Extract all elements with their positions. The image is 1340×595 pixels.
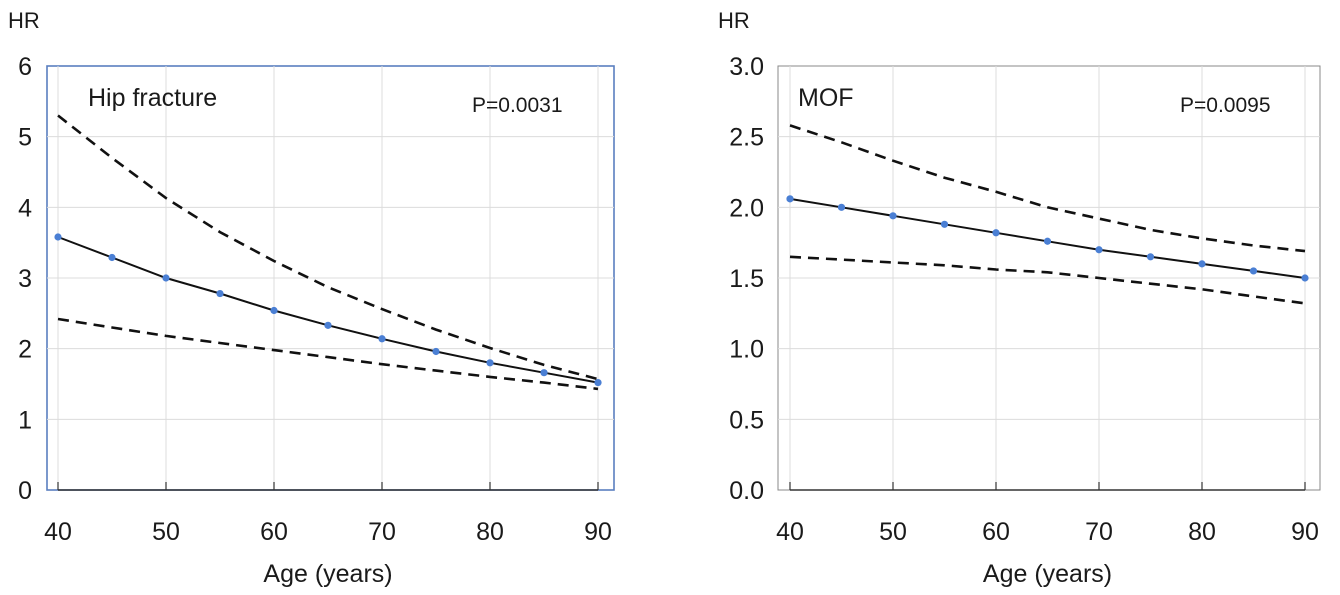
x-tick-label: 60 [982, 518, 1010, 546]
y-tick-label: 0 [18, 477, 32, 505]
x-axis-label: Age (years) [263, 560, 392, 588]
x-axis-label: Age (years) [983, 560, 1112, 588]
y-axis-label: HR [718, 8, 750, 33]
data-point [108, 253, 116, 262]
ci-bound-line-1 [789, 124, 1306, 253]
y-axis-label: HR [8, 8, 40, 33]
x-tick-label: 70 [1085, 518, 1113, 546]
data-point [940, 220, 949, 228]
hr-estimate-line [57, 236, 599, 384]
chart-panel-1: 0.0 0.5 1.0 1.5 2.0 2.5 3.0 40 50 60 70 80 90 HR Age (… [718, 8, 1321, 588]
y-tick-label: 3 [18, 265, 32, 293]
y-tick-label: 1 [18, 406, 32, 434]
x-tick-label: 60 [260, 518, 288, 546]
x-tick-label: 40 [44, 518, 72, 546]
data-point [54, 233, 62, 241]
chart-title: MOF [798, 84, 854, 112]
y-tick-label: 1.0 [729, 336, 764, 364]
y-tick-label: 0.5 [729, 406, 764, 434]
data-point [594, 378, 602, 387]
chart-title: Hip fracture [88, 84, 217, 112]
data-point [270, 306, 278, 315]
p-value-annotation: P=0.0031 [472, 94, 563, 117]
p-value-annotation: P=0.0095 [1180, 94, 1271, 117]
y-tick-label: 1.5 [729, 265, 764, 293]
data-point [432, 347, 440, 356]
data-point [1095, 246, 1103, 254]
data-point [889, 212, 897, 220]
chart-panel-0: 0 1 2 3 4 5 6 40 50 60 70 80 90 HR Age (years) Hip frac… [8, 8, 615, 588]
ci-bound-line-2 [789, 255, 1306, 305]
data-point [486, 359, 494, 367]
x-tick-label: 50 [152, 518, 180, 546]
y-tick-label: 3.0 [729, 53, 764, 81]
x-tick-label: 40 [776, 518, 804, 546]
data-point [786, 195, 794, 203]
data-point [1043, 237, 1052, 245]
data-point [324, 321, 332, 329]
data-point [162, 274, 170, 282]
data-point [540, 369, 548, 377]
y-tick-label: 2 [18, 336, 32, 364]
data-point [1146, 253, 1155, 261]
data-point [216, 289, 224, 298]
data-point [378, 335, 386, 343]
x-tick-label: 80 [476, 518, 504, 546]
data-point [837, 203, 846, 211]
y-tick-label: 6 [18, 53, 32, 81]
y-tick-label: 2.0 [729, 194, 764, 222]
ci-bound-line-1 [57, 114, 599, 381]
data-point [992, 229, 1000, 237]
y-tick-label: 5 [18, 124, 32, 152]
y-tick-label: 4 [18, 194, 32, 222]
data-point [1301, 274, 1309, 282]
x-tick-label: 50 [879, 518, 907, 546]
x-tick-label: 90 [584, 518, 612, 546]
x-tick-label: 80 [1188, 518, 1216, 546]
ci-bound-line-2 [57, 317, 599, 391]
data-point [1249, 267, 1258, 275]
x-tick-label: 90 [1291, 518, 1319, 546]
y-tick-label: 0.0 [729, 477, 764, 505]
x-tick-label: 70 [368, 518, 396, 546]
data-point [1198, 260, 1206, 268]
y-tick-label: 2.5 [729, 124, 764, 152]
